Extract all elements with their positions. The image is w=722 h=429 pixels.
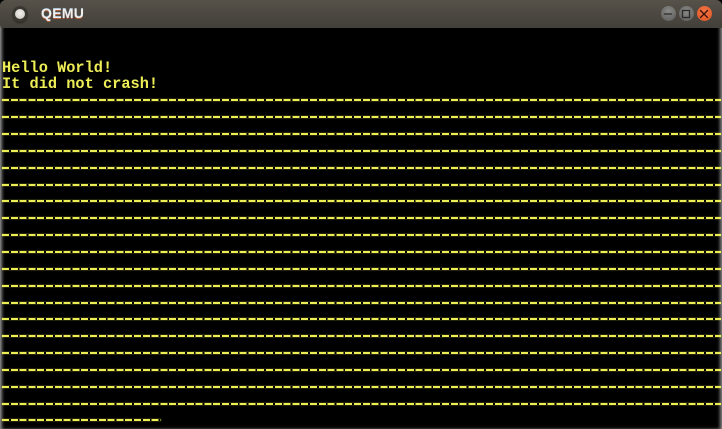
- svg-text:It did not crash!: It did not crash!: [2, 75, 158, 93]
